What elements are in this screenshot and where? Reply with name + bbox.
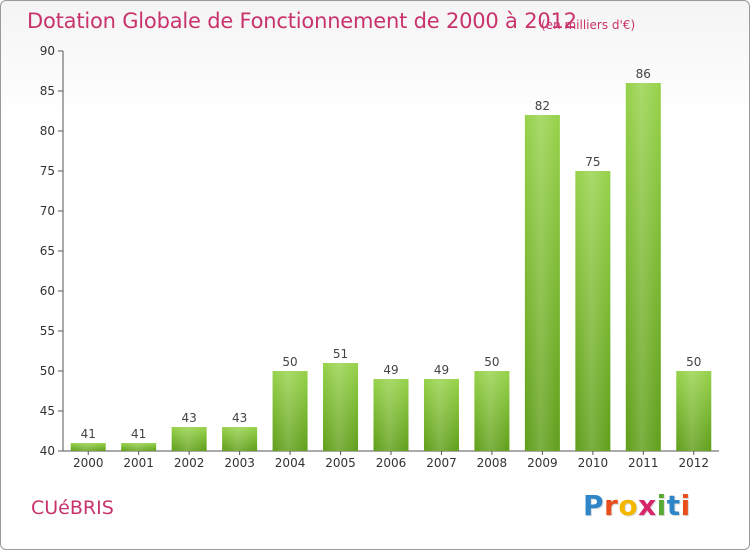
- y-tick-label: 70: [40, 204, 55, 218]
- y-tick-label: 80: [40, 124, 55, 138]
- bar-highlight: [272, 371, 308, 451]
- logo-letter: x: [638, 489, 657, 522]
- bar-value-label: 50: [686, 355, 701, 369]
- x-tick-label: 2007: [426, 456, 457, 470]
- bar-value-label: 43: [182, 411, 197, 425]
- x-tick-label: 2012: [678, 456, 709, 470]
- bar-highlight: [524, 115, 560, 451]
- bar-highlight: [575, 171, 611, 451]
- bar-highlight: [423, 379, 459, 451]
- x-tick-label: 2001: [123, 456, 154, 470]
- bar-value-label: 51: [333, 347, 348, 361]
- y-tick-label: 45: [40, 404, 55, 418]
- chart-title: Dotation Globale de Fonctionnement de 20…: [27, 9, 577, 33]
- bar-value-label: 43: [232, 411, 247, 425]
- bar-value-label: 75: [585, 155, 600, 169]
- bar-value-label: 50: [484, 355, 499, 369]
- chart-unit: (en milliers d'€): [541, 18, 636, 32]
- bar-highlight: [625, 83, 661, 451]
- logo-letter: i: [680, 489, 691, 522]
- bar-value-label: 82: [535, 99, 550, 113]
- x-tick-label: 2003: [224, 456, 255, 470]
- bar-value-label: 49: [383, 363, 398, 377]
- y-tick-label: 90: [40, 44, 55, 58]
- logo-letter: r: [604, 489, 619, 522]
- x-tick-label: 2005: [325, 456, 356, 470]
- proxiti-logo: Proxiti: [583, 489, 691, 522]
- bar-highlight: [323, 363, 359, 451]
- bar-highlight: [121, 443, 157, 451]
- bar-highlight: [676, 371, 712, 451]
- x-tick-label: 2002: [174, 456, 205, 470]
- x-tick-label: 2004: [275, 456, 306, 470]
- commune-name: CUéBRIS: [31, 497, 114, 519]
- logo-letter: i: [656, 489, 667, 522]
- bar-value-label: 49: [434, 363, 449, 377]
- y-tick-label: 75: [40, 164, 55, 178]
- y-tick-label: 50: [40, 364, 55, 378]
- y-tick-label: 40: [40, 444, 55, 458]
- y-tick-label: 55: [40, 324, 55, 338]
- logo-letter: t: [666, 489, 681, 522]
- x-tick-label: 2006: [376, 456, 407, 470]
- x-tick-label: 2011: [628, 456, 659, 470]
- bar-highlight: [70, 443, 106, 451]
- x-tick-label: 2000: [73, 456, 104, 470]
- x-tick-label: 2009: [527, 456, 558, 470]
- bar-highlight: [373, 379, 409, 451]
- bar-highlight: [171, 427, 207, 451]
- bar-value-label: 86: [636, 67, 651, 81]
- logo-letter: P: [583, 489, 605, 522]
- bar-highlight: [474, 371, 510, 451]
- y-tick-label: 85: [40, 84, 55, 98]
- y-tick-label: 60: [40, 284, 55, 298]
- bar-value-label: 50: [282, 355, 297, 369]
- logo-letter: o: [618, 489, 639, 522]
- bar-highlight: [222, 427, 258, 451]
- bar-value-label: 41: [81, 427, 96, 441]
- x-tick-label: 2010: [578, 456, 609, 470]
- bar-value-label: 41: [131, 427, 146, 441]
- y-tick-label: 65: [40, 244, 55, 258]
- x-tick-label: 2008: [477, 456, 508, 470]
